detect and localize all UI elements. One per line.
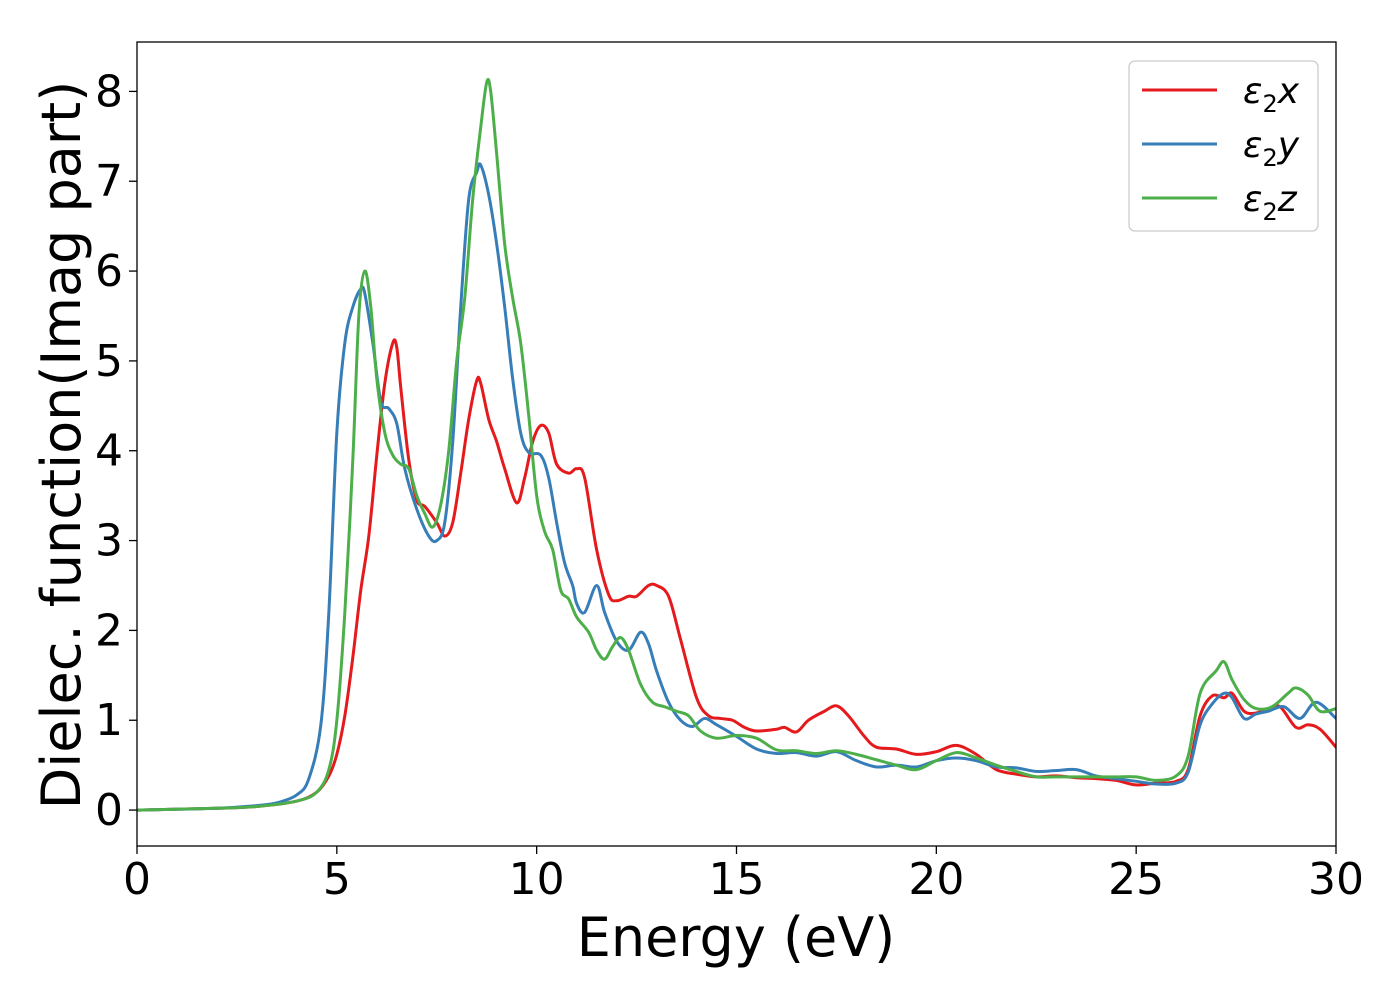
legend: ε2x ε2y ε2z — [1128, 60, 1319, 232]
y-tick-label: 4 — [95, 426, 123, 477]
x-tick-label: 0 — [123, 854, 151, 905]
y-tick-label: 8 — [95, 66, 123, 117]
y-tick-label: 5 — [95, 336, 123, 387]
legend-label: ε2z — [1243, 179, 1298, 226]
legend-item-x: ε2x — [1142, 71, 1300, 118]
axes-layer: 0 5 10 15 20 25 30 0 1 2 3 4 5 6 7 8 — [95, 41, 1364, 905]
x-tick-label: 15 — [709, 854, 765, 905]
x-tick-label: 20 — [908, 854, 964, 905]
x-tick-label: 25 — [1108, 854, 1164, 905]
series-line-x — [137, 338, 1336, 812]
series-layer — [137, 77, 1336, 812]
y-tick-label: 2 — [95, 605, 123, 656]
y-tick-label: 1 — [95, 695, 123, 746]
series-line-z — [137, 77, 1336, 812]
y-tick-label: 7 — [95, 156, 123, 207]
x-tick-label: 10 — [509, 854, 565, 905]
x-tick-label: 5 — [323, 854, 351, 905]
y-tick-label: 6 — [95, 246, 123, 297]
legend-box — [1128, 60, 1319, 232]
legend-item-y: ε2y — [1142, 125, 1300, 172]
legend-label: ε2y — [1243, 125, 1300, 172]
x-tick-label: 30 — [1308, 854, 1364, 905]
y-axis-label: Dielec. function(Imag part) — [30, 81, 93, 810]
legend-label: ε2x — [1243, 71, 1300, 118]
y-tick-label: 0 — [95, 785, 123, 836]
y-tick-label: 3 — [95, 516, 123, 567]
legend-item-z: ε2z — [1142, 179, 1298, 226]
x-axis-label: Energy (eV) — [577, 906, 896, 969]
